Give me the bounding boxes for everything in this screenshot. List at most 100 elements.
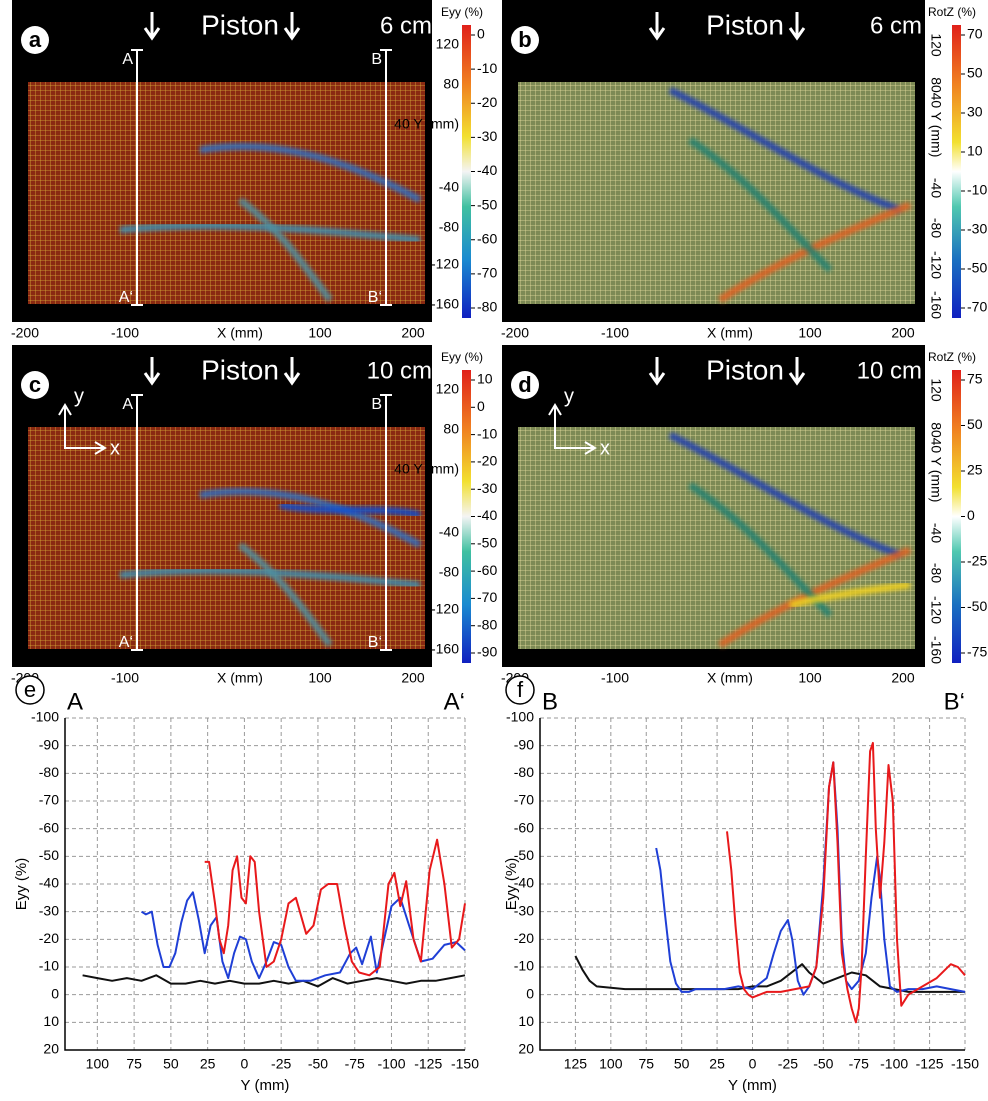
colorbar-tick-label: -80 [477, 616, 497, 632]
y-axis-label: -160 [928, 636, 944, 664]
colorbar [462, 370, 471, 663]
y-tick-label: -60 [39, 819, 59, 835]
data-line [726, 741, 966, 1024]
section-start: A [67, 688, 83, 715]
section-label: B [371, 51, 382, 68]
displacement-label: 10 cm [857, 357, 922, 384]
x-axis-label: X (mm) [217, 325, 263, 341]
panel-badge [505, 675, 535, 705]
y-tick-label: -40 [514, 875, 534, 891]
strain-band [688, 137, 833, 273]
y-axis-label: -80 [928, 563, 944, 583]
data-line [204, 838, 466, 977]
x-tick-label: 50 [163, 1056, 179, 1072]
axis-icon-label: x [110, 437, 120, 459]
y-tick-label: -40 [39, 875, 59, 891]
y-axis-title: Eyy (%) [503, 858, 520, 911]
y-axis-label: -120 [431, 601, 459, 617]
x-axis-label: -200 [501, 325, 529, 341]
y-tick-label: -30 [39, 902, 59, 918]
y-axis-label: -160 [431, 296, 459, 312]
axis-icon [58, 403, 107, 455]
x-tick-label: -25 [778, 1056, 798, 1072]
colorbar-tick-label: 10 [477, 371, 493, 387]
axis-icon-label: x [600, 437, 610, 459]
y-axis-label: 120 [436, 36, 460, 52]
displacement-label: 6 cm [380, 12, 432, 39]
panel-label: a [29, 27, 42, 52]
piston-arrow [283, 12, 301, 41]
x-tick-label: -125 [916, 1056, 944, 1072]
y-tick-label: -70 [514, 792, 534, 808]
colorbar-tick-label: -90 [477, 644, 497, 660]
displacement-grid [518, 427, 915, 649]
section-start: B [542, 688, 558, 715]
y-tick-label: 0 [51, 985, 59, 1001]
y-axis-label: -160 [431, 641, 459, 657]
y-tick-label: -80 [514, 764, 534, 780]
y-tick-label: -60 [514, 819, 534, 835]
y-tick-label: 20 [518, 1041, 534, 1057]
strain-band [718, 201, 912, 303]
section-line [131, 49, 143, 306]
x-tick-label: 125 [564, 1056, 588, 1072]
strain-band [668, 431, 902, 559]
x-axis-label: 200 [891, 670, 915, 686]
colorbar-tick-label: -50 [967, 598, 987, 614]
y-axis-label: -40 [439, 179, 459, 195]
x-axis-label: -100 [601, 325, 629, 341]
colorbar-tick-label: -50 [477, 535, 497, 551]
piston-label: Piston [201, 9, 279, 40]
colorbar-title: RotZ (%) [928, 350, 976, 364]
y-tick-label: -50 [39, 847, 59, 863]
axis [64, 718, 465, 1051]
colorbar-tick-label: 30 [967, 104, 983, 120]
y-tick-label: -30 [514, 902, 534, 918]
colorbar-tick-label: -50 [477, 196, 497, 212]
x-axis-label: 200 [401, 670, 425, 686]
strain-band [668, 86, 902, 214]
piston-arrow [143, 12, 161, 41]
axis-icon-label: y [564, 385, 574, 407]
colorbar-title: RotZ (%) [928, 5, 976, 19]
colorbar-tick-label: -30 [477, 128, 497, 144]
y-axis-label: 80 [928, 422, 944, 438]
y-axis-label: -40 [928, 178, 944, 198]
y-axis-label: -120 [928, 596, 944, 624]
colorbar-title: Eyy (%) [441, 350, 483, 364]
y-axis-label: 80 [443, 76, 459, 92]
y-tick-label: -90 [39, 736, 59, 752]
data-line [574, 955, 965, 993]
panel-badge [21, 371, 49, 399]
piston-label: Piston [201, 354, 279, 385]
strain-band [279, 501, 421, 519]
displacement-label: 10 cm [367, 357, 432, 384]
x-axis-title: Y (mm) [728, 1077, 777, 1094]
strain-band [237, 542, 333, 648]
section-label: B‘ [368, 634, 382, 651]
x-axis-label: -200 [11, 325, 39, 341]
colorbar-tick-label: 25 [967, 462, 983, 478]
colorbar-tick-label: -60 [477, 230, 497, 246]
piston-arrow [788, 357, 806, 386]
section-label: A [122, 51, 133, 68]
y-tick-label: -10 [514, 958, 534, 974]
section-label: A [122, 396, 133, 413]
y-axis-label: -80 [439, 219, 459, 235]
panel-badge [511, 371, 539, 399]
x-axis-label: -100 [601, 670, 629, 686]
y-tick-label: -100 [31, 709, 59, 725]
panel-label: d [518, 372, 531, 397]
x-tick-label: -150 [451, 1056, 479, 1072]
x-tick-label: -75 [849, 1056, 869, 1072]
colorbar-tick-label: -30 [477, 480, 497, 496]
y-tick-label: -100 [506, 709, 534, 725]
piston-label: Piston [706, 354, 784, 385]
displacement-label: 6 cm [870, 12, 922, 39]
colorbar-tick-label: -80 [477, 299, 497, 315]
y-tick-label: -90 [514, 736, 534, 752]
section-label: A‘ [119, 634, 133, 651]
y-tick-label: 10 [43, 1013, 59, 1029]
piston-arrow [283, 357, 301, 386]
